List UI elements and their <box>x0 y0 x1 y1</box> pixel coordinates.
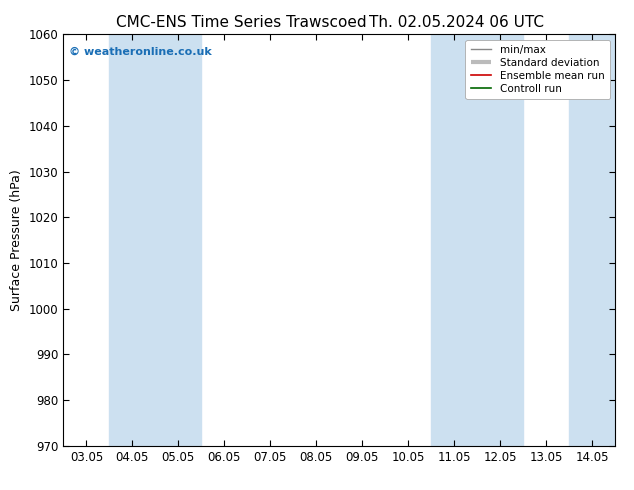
Text: © weatheronline.co.uk: © weatheronline.co.uk <box>69 47 212 57</box>
Text: CMC-ENS Time Series Trawscoed: CMC-ENS Time Series Trawscoed <box>115 15 366 30</box>
Bar <box>110 34 202 446</box>
Bar <box>569 34 615 446</box>
Y-axis label: Surface Pressure (hPa): Surface Pressure (hPa) <box>10 169 23 311</box>
Bar <box>606 34 615 446</box>
Bar <box>431 34 523 446</box>
Legend: min/max, Standard deviation, Ensemble mean run, Controll run: min/max, Standard deviation, Ensemble me… <box>465 40 610 99</box>
Text: Th. 02.05.2024 06 UTC: Th. 02.05.2024 06 UTC <box>369 15 544 30</box>
